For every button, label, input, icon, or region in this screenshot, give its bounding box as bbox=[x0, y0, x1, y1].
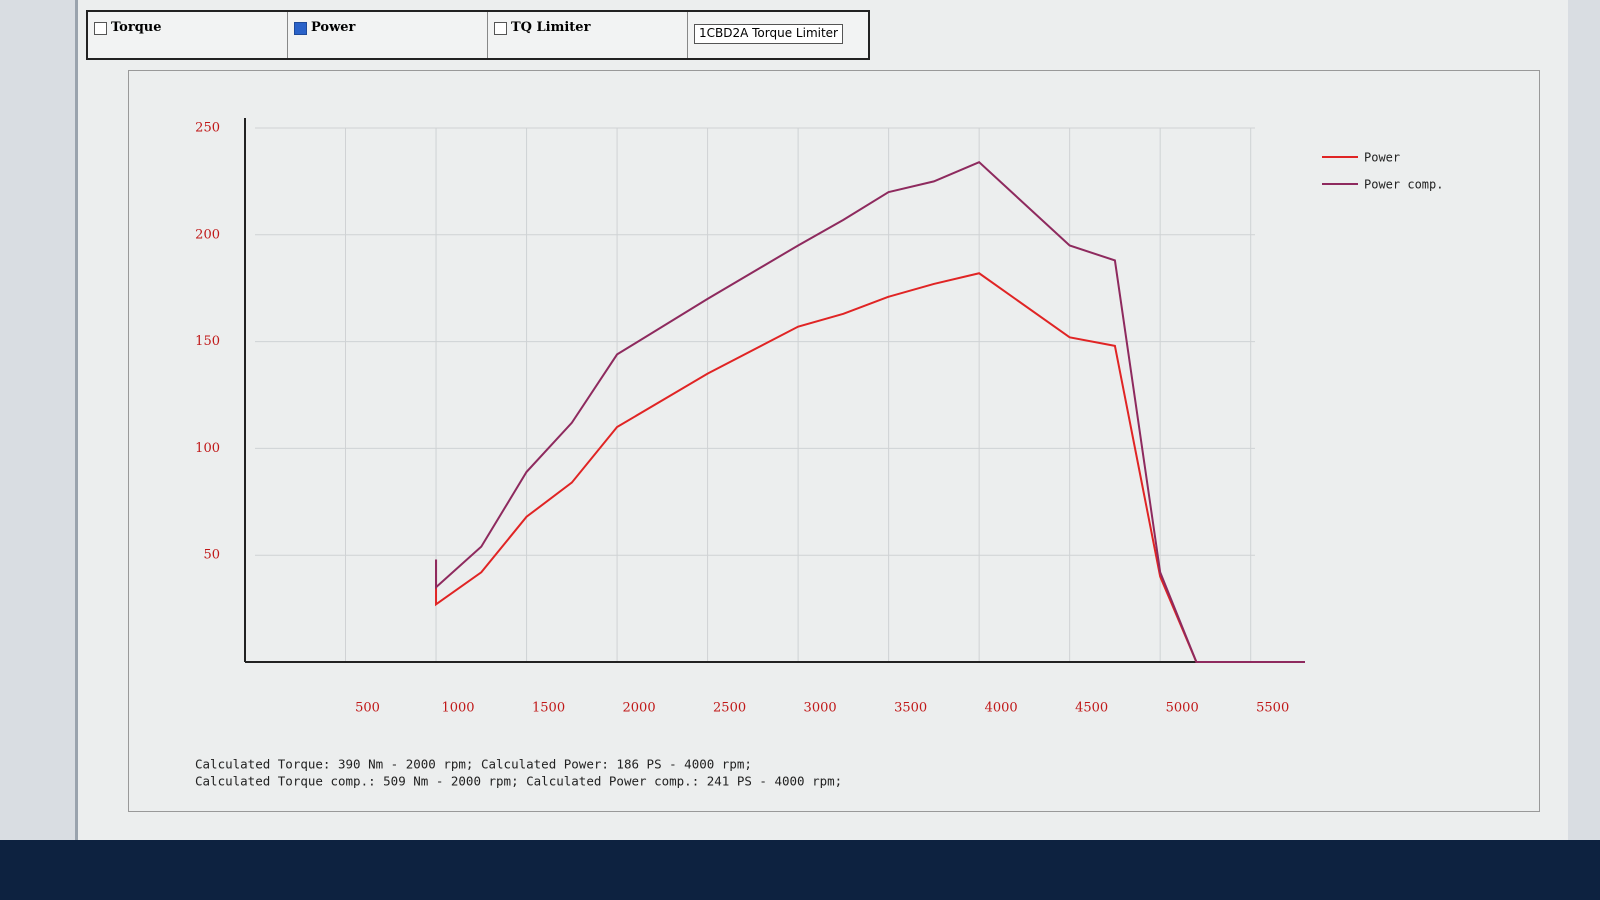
checkbox-label: Power bbox=[311, 20, 356, 35]
toolbar: Torque Power TQ Limiter 1CBD2A Torque Limit… bbox=[86, 10, 870, 60]
y-tick-label: 100 bbox=[195, 441, 220, 456]
y-tick-label: 150 bbox=[195, 334, 220, 349]
x-tick-label: 1000 bbox=[441, 701, 474, 716]
x-tick-label: 500 bbox=[355, 701, 380, 716]
x-tick-label: 5500 bbox=[1256, 701, 1289, 716]
legend-label: Power bbox=[1364, 151, 1400, 165]
chart: 50 100 150 200 250 500 1000 1500 2000 2500 3000 350… bbox=[195, 118, 1443, 789]
legend-label: Power comp. bbox=[1364, 178, 1443, 192]
line-series bbox=[435, 161, 1305, 663]
chart-panel bbox=[128, 70, 1540, 812]
checkbox-control[interactable]: Power bbox=[288, 12, 488, 58]
summary-line: Calculated Torque comp.: 509 Nm - 2000 r… bbox=[195, 774, 842, 789]
summary-line: Calculated Torque: 390 Nm - 2000 rpm; Ca… bbox=[195, 757, 752, 772]
dropdown[interactable]: 1CBD2A Torque Limiter bbox=[694, 24, 843, 44]
checkbox-label: Torque bbox=[111, 20, 162, 35]
checkbox[interactable] bbox=[294, 22, 307, 35]
y-tick-label: 250 bbox=[195, 121, 220, 136]
x-tick-label: 1500 bbox=[532, 701, 565, 716]
y-tick-label: 200 bbox=[195, 227, 220, 242]
y-tick-label: 50 bbox=[203, 548, 220, 563]
x-tick-label: 4500 bbox=[1075, 701, 1108, 716]
taskbar bbox=[0, 840, 1600, 900]
checkbox-control[interactable]: TQ Limiter bbox=[488, 12, 688, 58]
x-tick-label: 3000 bbox=[804, 701, 837, 716]
x-tick-label: 4000 bbox=[985, 701, 1018, 716]
checkbox-control[interactable]: Torque bbox=[88, 12, 288, 58]
x-tick-label: 2000 bbox=[623, 701, 656, 716]
checkbox[interactable] bbox=[494, 22, 507, 35]
x-tick-label: 3500 bbox=[894, 701, 927, 716]
x-tick-label: 2500 bbox=[713, 701, 746, 716]
checkbox-label: TQ Limiter bbox=[511, 20, 591, 35]
checkbox[interactable] bbox=[94, 22, 107, 35]
screen: Torque Power TQ Limiter 1CBD2A Torque Limit… bbox=[0, 0, 1600, 860]
window: Torque Power TQ Limiter 1CBD2A Torque Limit… bbox=[75, 0, 1568, 840]
x-tick-label: 5000 bbox=[1166, 701, 1199, 716]
line-series bbox=[435, 272, 1305, 663]
